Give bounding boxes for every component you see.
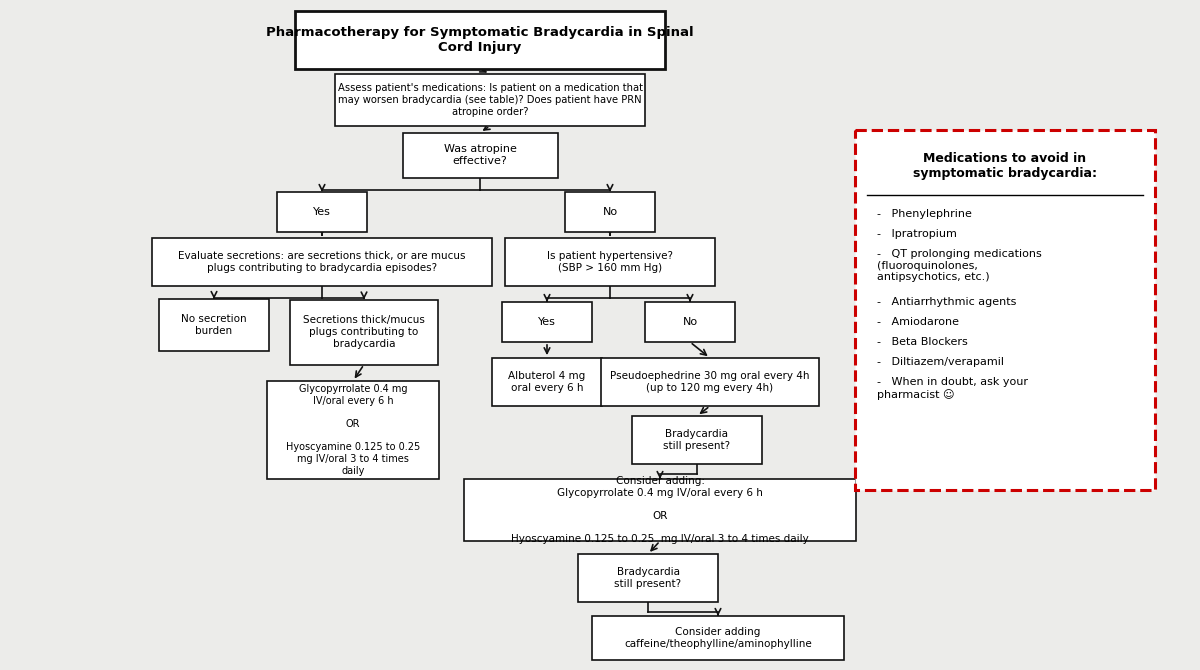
FancyBboxPatch shape <box>601 358 818 406</box>
Text: No: No <box>602 207 618 217</box>
Text: -   Phenylephrine: - Phenylephrine <box>877 209 972 219</box>
FancyBboxPatch shape <box>402 133 558 178</box>
FancyBboxPatch shape <box>277 192 367 232</box>
FancyBboxPatch shape <box>505 238 715 286</box>
Text: -   Antiarrhythmic agents: - Antiarrhythmic agents <box>877 297 1016 307</box>
Text: Assess patient's medications: Is patient on a medication that
may worsen bradyca: Assess patient's medications: Is patient… <box>337 83 642 117</box>
FancyBboxPatch shape <box>464 479 856 541</box>
Text: Pharmacotherapy for Symptomatic Bradycardia in Spinal
Cord Injury: Pharmacotherapy for Symptomatic Bradycar… <box>266 26 694 54</box>
Text: Is patient hypertensive?
(SBP > 160 mm Hg): Is patient hypertensive? (SBP > 160 mm H… <box>547 251 673 273</box>
FancyBboxPatch shape <box>578 554 718 602</box>
Text: Evaluate secretions: are secretions thick, or are mucus
plugs contributing to br: Evaluate secretions: are secretions thic… <box>179 251 466 273</box>
Text: Glycopyrrolate 0.4 mg
IV/oral every 6 h

OR

Hyoscyamine 0.125 to 0.25
mg IV/ora: Glycopyrrolate 0.4 mg IV/oral every 6 h … <box>286 385 420 476</box>
Text: Secretions thick/mucus
plugs contributing to
bradycardia: Secretions thick/mucus plugs contributin… <box>304 316 425 348</box>
Text: -   Beta Blockers: - Beta Blockers <box>877 337 967 347</box>
FancyBboxPatch shape <box>646 302 734 342</box>
Text: Bradycardia
still present?: Bradycardia still present? <box>664 429 731 451</box>
Text: Albuterol 4 mg
oral every 6 h: Albuterol 4 mg oral every 6 h <box>509 371 586 393</box>
Text: -   Diltiazem/verapamil: - Diltiazem/verapamil <box>877 357 1004 367</box>
FancyBboxPatch shape <box>335 74 646 126</box>
FancyBboxPatch shape <box>632 416 762 464</box>
FancyBboxPatch shape <box>502 302 592 342</box>
FancyBboxPatch shape <box>290 299 438 364</box>
FancyBboxPatch shape <box>295 11 665 69</box>
FancyBboxPatch shape <box>266 381 439 479</box>
Text: Yes: Yes <box>538 317 556 327</box>
FancyBboxPatch shape <box>565 192 655 232</box>
Text: No: No <box>683 317 697 327</box>
Text: -   Ipratropium: - Ipratropium <box>877 229 956 239</box>
Text: No secretion
burden: No secretion burden <box>181 314 247 336</box>
Text: -   Amiodarone: - Amiodarone <box>877 317 959 327</box>
FancyBboxPatch shape <box>492 358 602 406</box>
Text: Medications to avoid in
symptomatic bradycardia:: Medications to avoid in symptomatic brad… <box>913 152 1097 180</box>
Text: Consider adding:
Glycopyrrolate 0.4 mg IV/oral every 6 h

OR

Hyoscyamine 0.125 : Consider adding: Glycopyrrolate 0.4 mg I… <box>511 476 809 544</box>
Text: Was atropine
effective?: Was atropine effective? <box>444 144 516 165</box>
Text: Consider adding
caffeine/theophylline/aminophylline: Consider adding caffeine/theophylline/am… <box>624 627 812 649</box>
Text: -   When in doubt, ask your
pharmacist ☺: - When in doubt, ask your pharmacist ☺ <box>877 377 1028 399</box>
FancyBboxPatch shape <box>158 299 269 351</box>
FancyBboxPatch shape <box>592 616 844 660</box>
Text: Pseudoephedrine 30 mg oral every 4h
(up to 120 mg every 4h): Pseudoephedrine 30 mg oral every 4h (up … <box>611 371 810 393</box>
Text: -   QT prolonging medications
(fluoroquinolones,
antipsychotics, etc.): - QT prolonging medications (fluoroquino… <box>877 249 1042 282</box>
FancyBboxPatch shape <box>854 130 1154 490</box>
FancyBboxPatch shape <box>152 238 492 286</box>
Text: Yes: Yes <box>313 207 331 217</box>
Text: Bradycardia
still present?: Bradycardia still present? <box>614 567 682 589</box>
